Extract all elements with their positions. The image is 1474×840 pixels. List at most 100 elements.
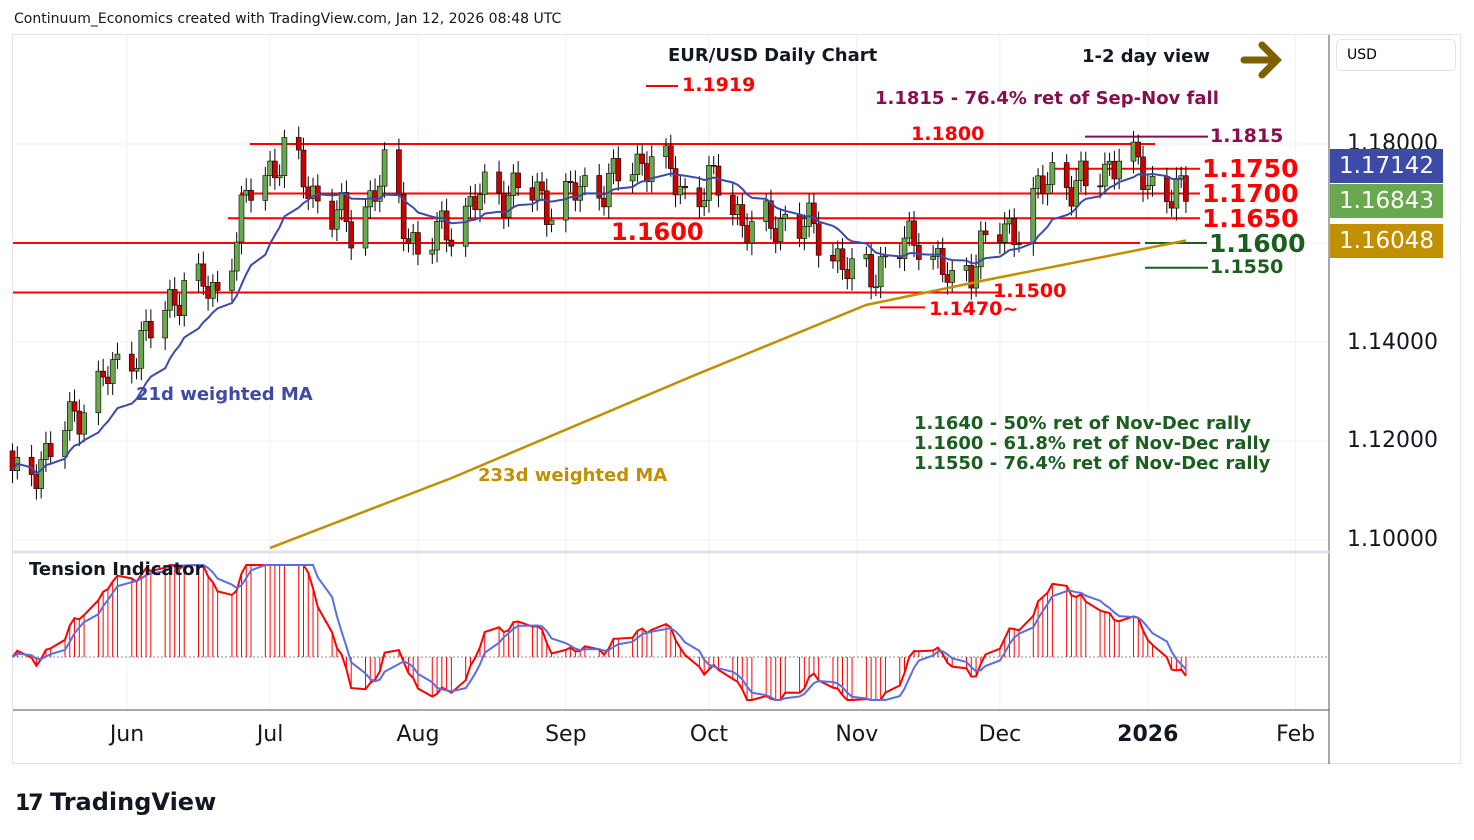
note-1: 1.1640 - 50% ret of Nov-Dec rally (914, 413, 1252, 434)
currency-label: USD (1347, 47, 1377, 63)
candle-body (939, 248, 946, 275)
candle-body (1006, 218, 1013, 225)
candle-body (229, 270, 235, 291)
tv-logo-icon: 17 (15, 791, 44, 816)
candle-body (710, 164, 717, 167)
candle-body (982, 230, 989, 236)
candle-body (529, 187, 536, 201)
candle-body (138, 330, 145, 369)
candle-body (739, 204, 746, 226)
level-1.1700: 1.1700 (1202, 179, 1299, 208)
candle-body (567, 181, 574, 183)
level-1.1750: 1.1750 (1202, 154, 1299, 183)
logo-text: TradingView (49, 788, 217, 816)
candle-body (233, 241, 240, 272)
currency-button[interactable]: USD (1336, 39, 1456, 71)
candle-body (1144, 185, 1151, 190)
candle-body (348, 221, 354, 249)
candle-body (243, 189, 250, 196)
candle-body (1183, 175, 1189, 202)
x-tick: Dec (978, 722, 1022, 747)
candle-body (338, 192, 345, 211)
candle-body (434, 220, 440, 251)
fib-annotation: 1.1815 - 76.4% ret of Sep-Nov fall (875, 88, 1219, 109)
candle-body (548, 219, 555, 225)
candle-body (1106, 160, 1113, 165)
candle-body (997, 234, 1003, 243)
candle-body (1116, 160, 1122, 180)
candle-body (667, 145, 674, 169)
candle-body (171, 289, 178, 306)
candle-body (563, 181, 569, 221)
candle-body (238, 194, 245, 243)
candle-body (1102, 163, 1108, 187)
candle-body (877, 256, 884, 288)
candle-body (949, 270, 956, 283)
ma21-price-tag: 1.17142 (1330, 149, 1443, 183)
candle-body (677, 185, 684, 196)
candle-body (868, 254, 874, 288)
candle-body (167, 289, 173, 311)
candle-body (300, 149, 307, 188)
candle-body (1063, 162, 1070, 188)
candle-body (71, 401, 78, 412)
tradingview-logo[interactable]: 17 TradingView (15, 788, 216, 816)
candle-body (1097, 185, 1103, 188)
candle-body (911, 220, 917, 246)
candle-body (95, 370, 102, 414)
candle-body (749, 221, 755, 244)
x-tick: Sep (545, 722, 587, 747)
candle-body (267, 160, 273, 176)
candle-body (496, 171, 502, 194)
candle-body (415, 232, 421, 255)
x-tick: Jul (256, 722, 284, 747)
candle-body (405, 238, 412, 244)
candle-body (114, 353, 121, 360)
candle-body (834, 248, 841, 262)
candle-body (1001, 223, 1008, 243)
candle-body (128, 353, 135, 372)
candle-body (505, 195, 512, 218)
candle-body (734, 204, 741, 216)
candle-body (672, 168, 679, 196)
level-1.1800: 1.1800 (911, 123, 985, 145)
level-1.1650: 1.1650 (1202, 204, 1299, 233)
x-tick: Aug (396, 722, 440, 747)
candle-body (329, 200, 335, 230)
candle-body (33, 474, 40, 489)
x-tick: Nov (835, 722, 879, 747)
candle-body (534, 181, 541, 201)
candle-body (1164, 175, 1170, 202)
candle-body (944, 274, 951, 283)
candle-body (715, 165, 722, 196)
candle-body (1011, 218, 1018, 245)
candle-body (1049, 162, 1056, 185)
candle-body (1140, 156, 1146, 190)
candle-body (682, 185, 688, 189)
candle-body (577, 186, 583, 201)
candle-body (1068, 187, 1075, 207)
candle-body (806, 202, 812, 227)
candle-body (1111, 160, 1118, 180)
candle-body (1168, 201, 1175, 209)
candle-body (410, 232, 417, 244)
candle-body (62, 430, 68, 458)
candle-body (1082, 160, 1089, 187)
candle-body (582, 175, 588, 187)
candle-body (601, 197, 607, 208)
candle-body (105, 376, 111, 384)
y-tick: 1.14000 (1347, 330, 1438, 355)
candle-body (176, 304, 183, 316)
candle-body (605, 172, 612, 208)
candle-body (768, 200, 774, 229)
candle-body (400, 194, 407, 239)
candle-body (210, 282, 216, 299)
candle-body (81, 412, 87, 435)
candle-body (76, 410, 83, 435)
candle-body (615, 158, 622, 182)
candle-body (305, 186, 312, 199)
candle-body (639, 153, 645, 164)
candle-body (543, 190, 550, 225)
close-price-tag: 1.16843 (1330, 184, 1443, 218)
